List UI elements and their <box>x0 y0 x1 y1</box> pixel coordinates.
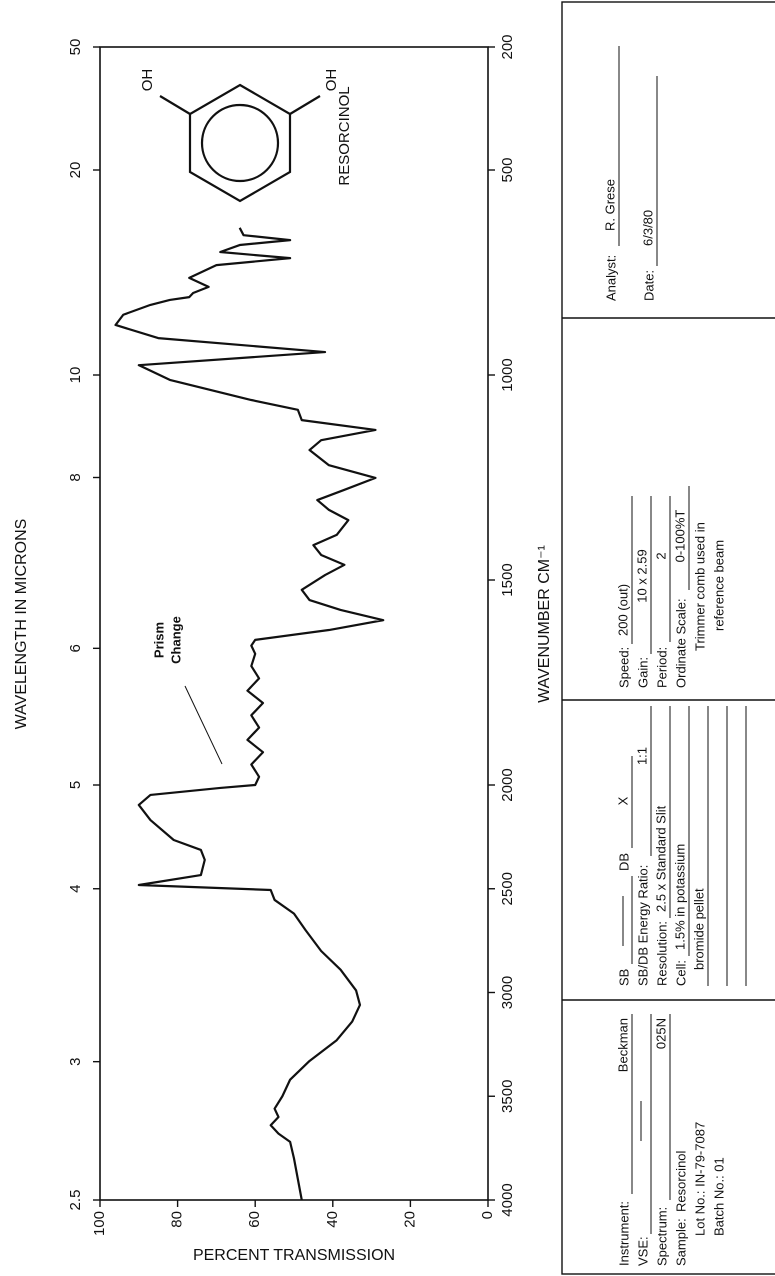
x-tick-label: 3000 <box>499 976 516 1009</box>
plot-frame <box>99 46 489 1201</box>
compound-name: RESORCINOL <box>336 86 353 185</box>
form-value: X <box>615 796 630 805</box>
x-tick-label: 4000 <box>499 1183 516 1216</box>
form-value: 1:1 <box>634 747 649 765</box>
x2-tick-label: 3 <box>67 1057 84 1065</box>
form-label: Date: <box>641 270 656 301</box>
x-tick-label: 1000 <box>499 358 516 391</box>
x-tick-label: 200 <box>499 34 516 59</box>
y-tick-label: 100 <box>91 1211 108 1236</box>
form-value: R. Grese <box>602 179 617 231</box>
y-tick-label: 0 <box>479 1211 496 1219</box>
x2-tick-label: 20 <box>67 162 84 179</box>
form-value: 2 <box>653 552 668 559</box>
spectrum-line <box>114 227 385 1201</box>
structure <box>159 83 321 203</box>
form-value: 2.5 x Standard Slit <box>653 805 668 912</box>
form-label: Speed: <box>616 647 631 688</box>
y-tick-label: 80 <box>169 1211 186 1228</box>
form-box <box>561 1 775 1275</box>
form-value: 6/3/80 <box>640 210 655 246</box>
form-text: reference beam <box>711 540 726 631</box>
bond <box>159 95 191 115</box>
form-value: 0-100%T <box>672 510 687 563</box>
form-text: Batch No.: 01 <box>711 1157 726 1236</box>
x2-axis-title: WAVELENGTH IN MICRONS <box>13 519 30 730</box>
form-label: VSE: <box>635 1236 650 1266</box>
form-label: Period: <box>654 647 669 688</box>
y-tick-label: 40 <box>324 1211 341 1228</box>
form-value: 1.5% in potassium <box>672 844 687 950</box>
x2-tick-label: 6 <box>67 644 84 652</box>
benzene-ring <box>188 83 292 203</box>
form-value: 025N <box>653 1018 668 1049</box>
annotation: Change <box>168 616 183 664</box>
form-value: Beckman <box>615 1018 630 1072</box>
form-label: SB/DB Energy Ratio: <box>635 865 650 986</box>
x-tick-label: 1500 <box>499 563 516 596</box>
x-tick-label: 2000 <box>499 768 516 801</box>
form-label: Gain: <box>635 657 650 688</box>
rotated-sheet: WAVELENGTH IN MICRONS WAVENUMBER CM⁻¹ PE… <box>13 1 775 1275</box>
annotation: Prism <box>151 622 166 658</box>
form: Instrument: Beckman VSE: Spectrum: 025N … <box>561 1 775 1275</box>
bond <box>289 95 321 115</box>
form-label: SB <box>616 969 631 986</box>
form-label: Spectrum: <box>654 1207 669 1266</box>
x-axis-title: WAVENUMBER CM⁻¹ <box>536 545 553 703</box>
x2-tick-label: 50 <box>67 39 84 56</box>
x-tick-label: 3500 <box>499 1080 516 1113</box>
form-label: Cell: <box>673 960 688 986</box>
form-value: 10 x 2.59 <box>634 549 649 603</box>
form-value: 200 (out) <box>615 584 630 636</box>
form-value: bromide pellet <box>691 888 706 970</box>
aromatic-circle <box>200 103 280 183</box>
x2-tick-label: 2.5 <box>67 1190 84 1211</box>
substituent: OH <box>139 69 156 92</box>
x-tick-label: 500 <box>499 157 516 182</box>
form-text: Lot No.: IN-79-7087 <box>692 1122 707 1236</box>
form-label: Resolution: <box>654 921 669 986</box>
y-tick-label: 20 <box>401 1211 418 1228</box>
x2-tick-label: 8 <box>67 473 84 481</box>
form-label: DB <box>616 853 631 871</box>
x2-tick-label: 5 <box>67 781 84 789</box>
form-value: Resorcinol <box>673 1150 688 1212</box>
form-label: Instrument: <box>616 1201 631 1266</box>
annotation-leader <box>184 685 223 765</box>
x-tick-label: 2500 <box>499 872 516 905</box>
form-label: Ordinate Scale: <box>673 598 688 688</box>
x2-tick-label: 4 <box>67 885 84 893</box>
form-label: Analyst: <box>603 255 618 301</box>
y-tick-label: 60 <box>246 1211 263 1228</box>
substituent: OH <box>323 69 340 92</box>
form-text: Trimmer comb used in <box>692 522 707 651</box>
x2-tick-label: 10 <box>67 367 84 384</box>
y-axis-title: PERCENT TRANSMISSION <box>193 1247 395 1264</box>
form-label: Sample: <box>673 1218 688 1266</box>
